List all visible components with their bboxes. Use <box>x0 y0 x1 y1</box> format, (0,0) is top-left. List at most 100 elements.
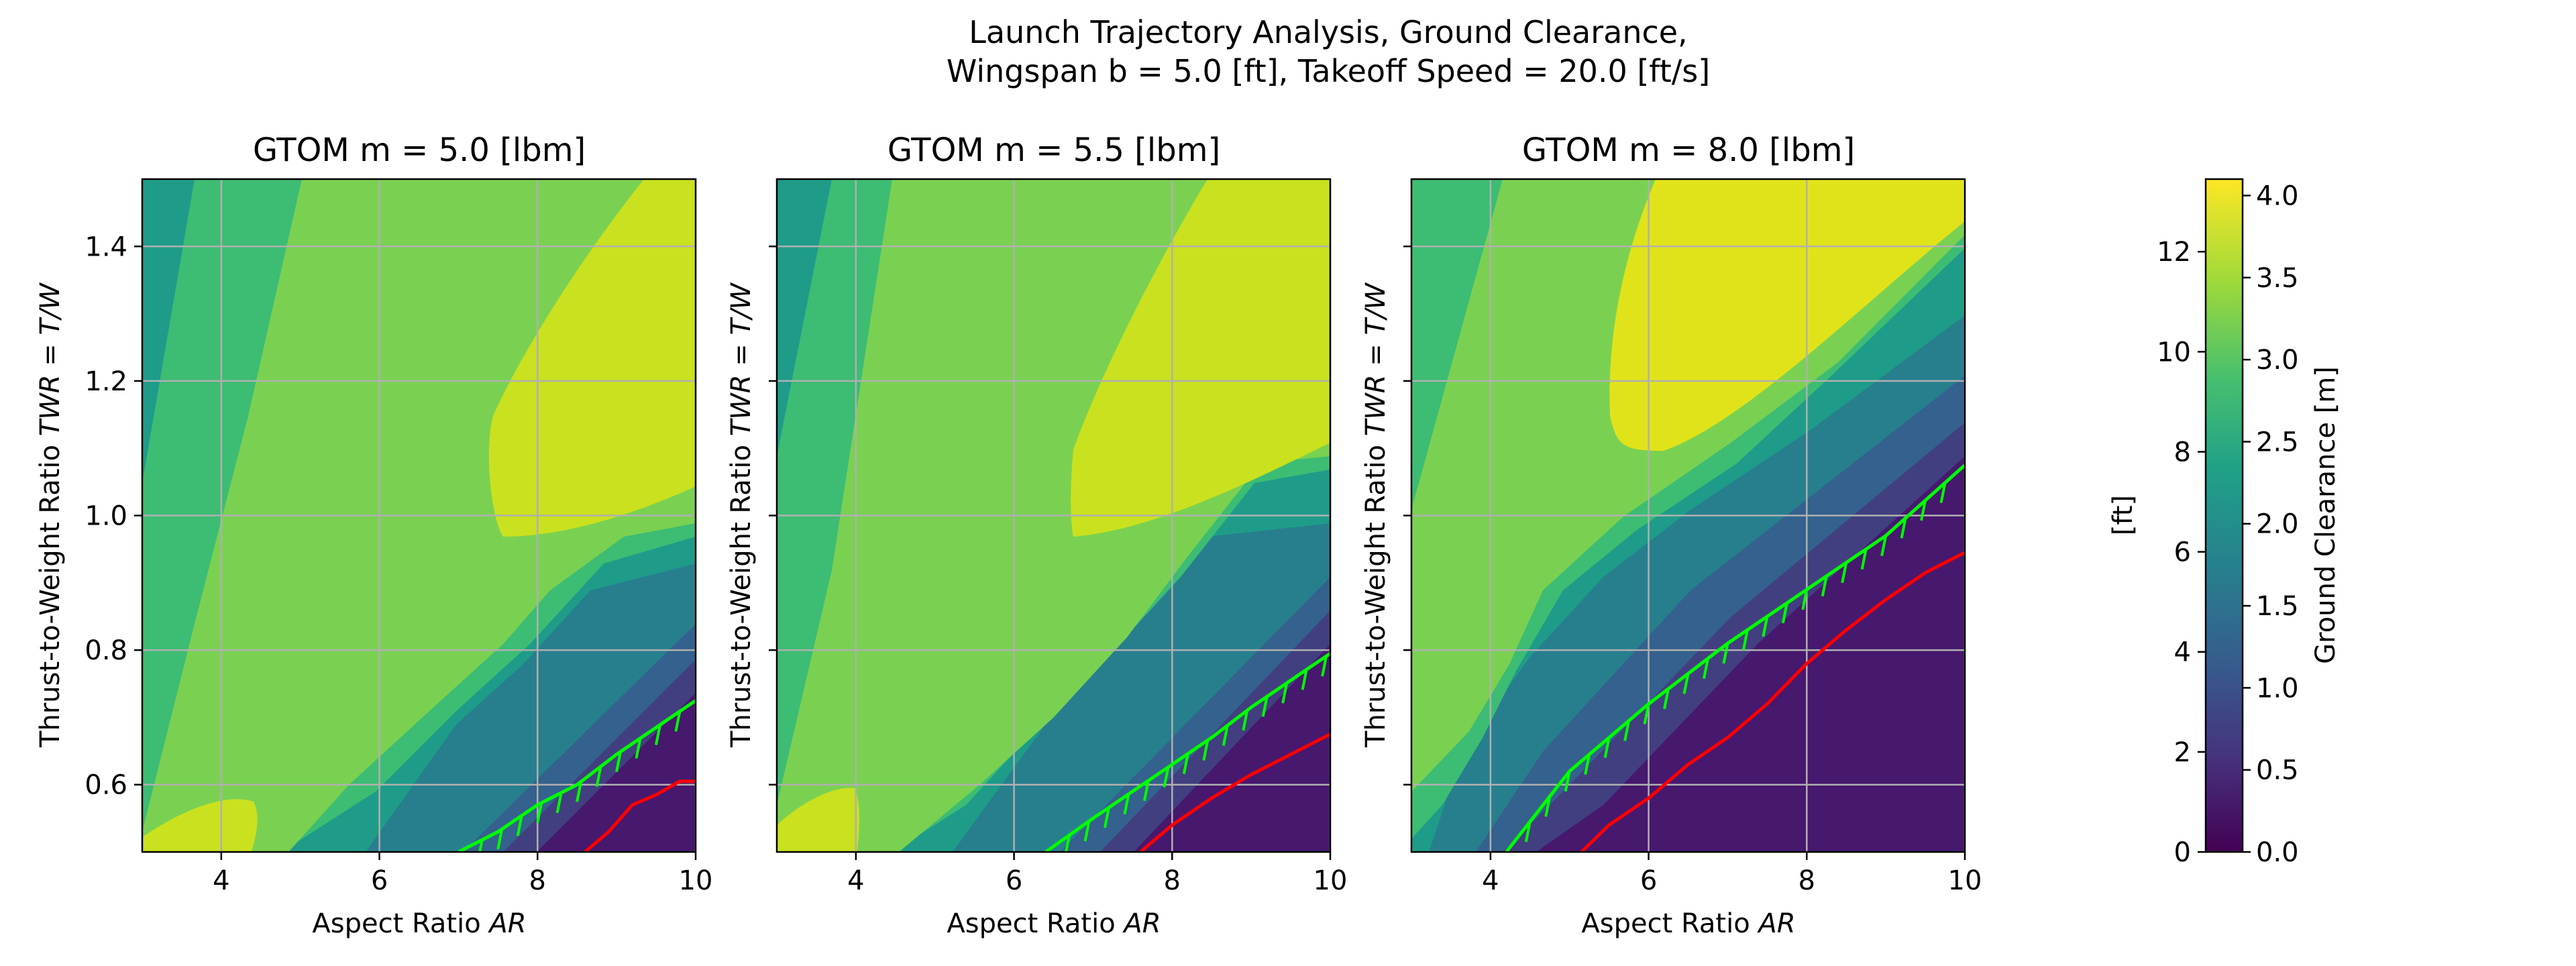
colorbar-tick-label-ft: 8 <box>2174 437 2191 468</box>
colorbar-tick-label-m: 1.5 <box>2256 591 2299 622</box>
hatch-mark <box>555 792 563 814</box>
clearance-boundary-red <box>1139 733 1330 852</box>
colorbar-tick-label-m: 2.0 <box>2256 509 2299 540</box>
panel-title: GTOM m = 5.0 [lbm] <box>253 131 586 169</box>
clearance-boundary-green <box>458 699 696 852</box>
x-tick-label: 6 <box>1006 865 1022 896</box>
axis-ticks: 4 6 8 10 <box>769 246 1347 896</box>
x-tick-label: 4 <box>213 865 229 896</box>
contour-panel-m8: GTOM m = 8.0 [lbm] 4 6 8 10 Aspect Ratio AR… <box>1360 131 1982 939</box>
colorbar-tick-label-ft: 10 <box>2157 337 2191 368</box>
hatch-mark <box>1722 643 1729 664</box>
hatch-mark <box>674 710 682 732</box>
contour-band-level-7-lower <box>777 788 860 852</box>
hatch-mark <box>1703 658 1709 680</box>
x-axis-label: Aspect Ratio AR <box>1581 908 1795 939</box>
x-tick-label: 10 <box>679 865 713 896</box>
colorbar-label-ft: [ft] <box>2108 495 2139 535</box>
contour-band-level-7-upper <box>1071 179 1330 537</box>
hatch-mark <box>1321 655 1328 677</box>
hatch-mark <box>635 738 642 759</box>
contour-panel-m5-5: GTOM m = 5.5 [lbm] 4 6 8 10 Aspect Ratio AR… <box>726 131 1347 939</box>
hatch-mark <box>536 802 543 824</box>
hatch-mark <box>1123 794 1130 815</box>
contour-fill <box>142 179 696 852</box>
hatch-mark <box>496 828 504 850</box>
y-axis-label: Thrust-to-Weight Ratio TWR = T/W <box>1360 282 1391 748</box>
y-axis-label: Thrust-to-Weight Ratio TWR = T/W <box>726 282 757 748</box>
colorbar-tick-label-ft: 4 <box>2174 637 2191 668</box>
hatch-mark <box>1281 682 1289 704</box>
hatch-mark <box>1524 821 1532 843</box>
hatch-mark <box>1584 754 1591 775</box>
clearance-boundary-red <box>1580 551 1965 852</box>
contour-band-level-7-upper <box>488 179 696 537</box>
x-tick-label: 4 <box>847 865 864 896</box>
y-tick-label: 1.2 <box>85 366 127 397</box>
y-tick-label: 1.4 <box>85 231 127 262</box>
y-tick-label: 1.0 <box>85 501 127 532</box>
hatch-mark <box>1920 500 1927 521</box>
hatch-mark <box>1841 562 1848 584</box>
hatch-mark <box>1142 780 1150 802</box>
hatch-mark <box>1603 737 1611 758</box>
x-tick-label: 10 <box>1313 865 1348 896</box>
colorbar-tick-label-m: 0.5 <box>2256 755 2299 786</box>
hatch-mark <box>576 781 583 802</box>
x-tick-label: 8 <box>1164 865 1181 896</box>
x-tick-label: 4 <box>1482 865 1499 896</box>
hatch-mark <box>1663 688 1670 710</box>
hatch-mark <box>595 766 602 788</box>
x-axis-label: Aspect Ratio AR <box>312 908 526 939</box>
hatch-mark <box>1682 673 1690 694</box>
axis-ticks: 4 6 8 10 0.6 0.8 1.0 1.2 1.4 <box>85 231 712 896</box>
hatch-mark <box>1801 589 1809 610</box>
hatch-mark <box>1900 517 1907 539</box>
x-tick-label: 6 <box>1640 865 1657 896</box>
hatch-mark <box>655 724 661 745</box>
hatch-mark <box>516 815 523 837</box>
colorbar-gradient <box>2204 178 2244 853</box>
colorbar-tick-label-m: 4.0 <box>2256 180 2299 211</box>
x-tick-label: 8 <box>529 865 546 896</box>
hatch-mark <box>1083 820 1091 842</box>
hatch-mark <box>1222 725 1229 746</box>
hatch-mark <box>1261 696 1269 717</box>
x-tick-label: 10 <box>1948 865 1982 896</box>
hatch-mark <box>1939 482 1947 503</box>
colorbar-tick-label-m: 3.5 <box>2256 263 2299 294</box>
x-tick-label: 8 <box>1799 865 1815 896</box>
contour-fill <box>777 179 1330 852</box>
y-tick-label: 0.8 <box>85 635 127 666</box>
colorbar-ticks: 0.0 0.5 1.0 1.5 2.0 2.5 3.0 3.5 4.0 0 2 4 6 8 10 12 <box>2157 180 2299 868</box>
colorbar-tick-label-ft: 12 <box>2157 237 2191 268</box>
figure-title-line1: Launch Trajectory Analysis, Ground Clear… <box>969 14 1687 50</box>
panel-title: GTOM m = 8.0 [lbm] <box>1522 131 1855 169</box>
contour-fill <box>1411 179 1965 852</box>
colorbar-tick-label-ft: 0 <box>2174 837 2191 868</box>
hatch-mark <box>1301 669 1308 690</box>
hatch-mark <box>1762 616 1769 637</box>
grid-lines <box>142 179 696 852</box>
colorbar-tick-label-ft: 6 <box>2174 537 2191 568</box>
colorbar-tick-label-ft: 2 <box>2174 737 2191 768</box>
boundary-hatch-marks <box>478 710 682 852</box>
panel-title: GTOM m = 5.5 [lbm] <box>888 131 1220 169</box>
hatch-mark <box>1741 629 1749 651</box>
clearance-boundary-red <box>584 780 696 852</box>
x-axis-label: Aspect Ratio AR <box>947 908 1161 939</box>
hatch-mark <box>1781 602 1788 624</box>
hatch-mark <box>1242 710 1249 731</box>
colorbar-tick-label-m: 2.5 <box>2256 427 2299 458</box>
hatch-mark <box>1182 753 1189 774</box>
contour-band-level-7-lower <box>142 799 258 852</box>
hatch-mark <box>615 751 622 772</box>
hatch-mark <box>1860 549 1868 570</box>
colorbar-label-m: Ground Clearance [m] <box>2310 366 2341 664</box>
boundary-hatch-marks <box>1065 655 1328 852</box>
colorbar: 0.0 0.5 1.0 1.5 2.0 2.5 3.0 3.5 4.0 0 2 4 6 8 10 12 Gro… <box>2108 178 2341 868</box>
y-tick-label: 0.6 <box>85 770 127 801</box>
boundary-hatch-marks <box>1524 482 1947 843</box>
hatch-mark <box>1880 535 1888 556</box>
